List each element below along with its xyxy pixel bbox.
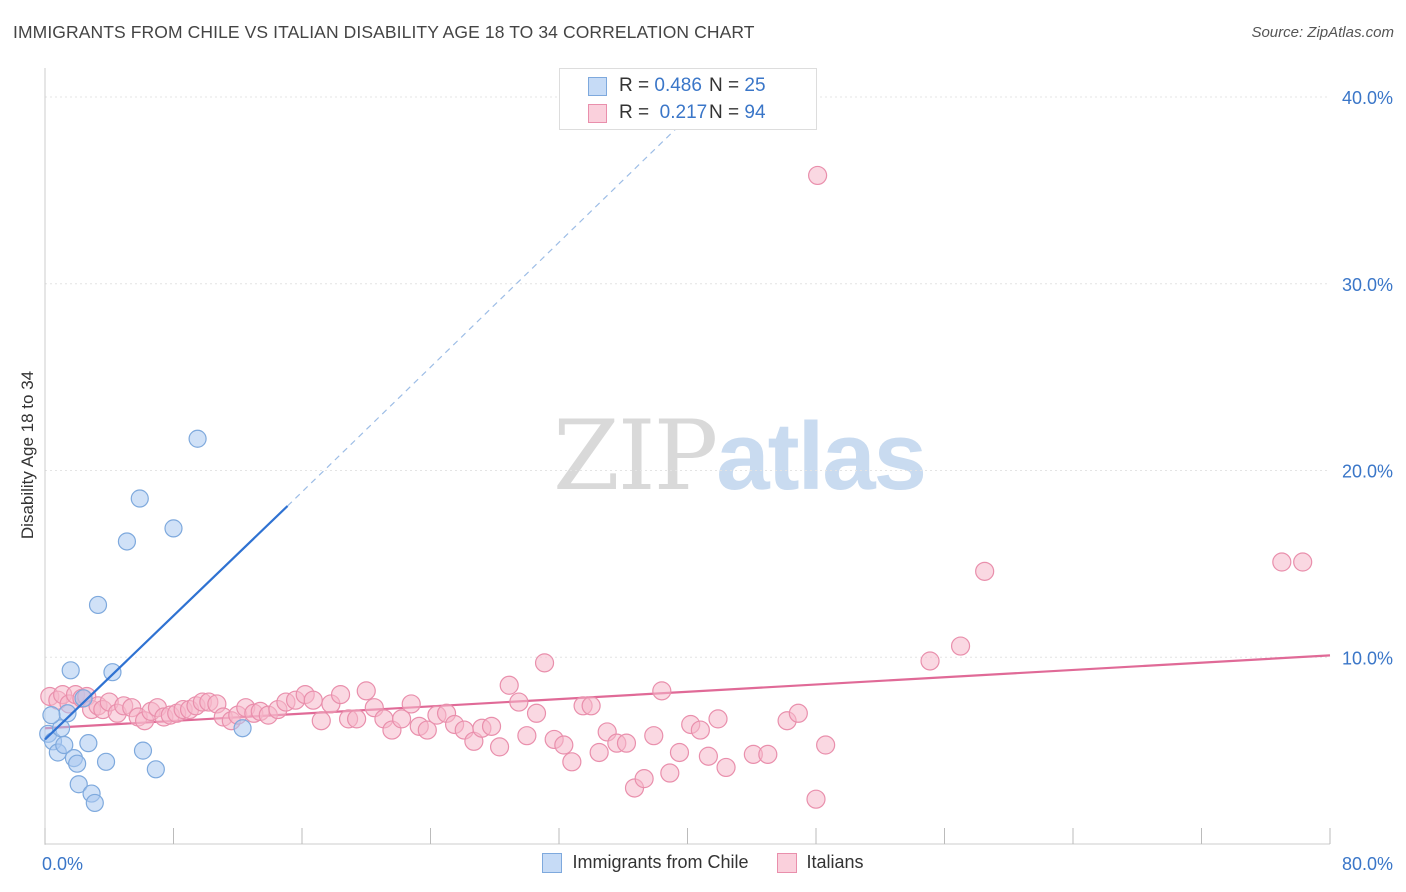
point-chile-20 — [146, 760, 165, 779]
point-italians-44 — [356, 681, 376, 701]
legend-item-italians[interactable]: Italians — [776, 852, 864, 873]
point-italians-89 — [806, 789, 826, 809]
point-chile-23 — [233, 719, 252, 738]
point-italians-88 — [788, 703, 808, 723]
y-tick-label-30: 30.0% — [1342, 275, 1393, 295]
point-italians-83 — [708, 709, 728, 729]
point-chile-17 — [117, 532, 137, 551]
point-chile-10 — [74, 689, 93, 708]
point-italians-49 — [401, 694, 421, 714]
point-italians-51 — [417, 720, 437, 740]
watermark-zip: ZIP — [553, 400, 718, 512]
point-italians-81 — [690, 720, 710, 740]
x-tick-label-max: 80.0% — [1342, 854, 1393, 874]
point-italians-64 — [534, 653, 555, 673]
point-italians-59 — [489, 737, 510, 757]
point-italians-69 — [581, 696, 601, 716]
legend-row-chile: R = 0.486 N = 25 — [560, 73, 766, 99]
legend-row-italians: R = 0.217 N = 94 — [560, 100, 766, 126]
point-italians-82 — [698, 746, 718, 766]
point-chile-19 — [133, 741, 153, 760]
point-chile-13 — [85, 793, 104, 813]
point-italians-58 — [481, 716, 502, 736]
point-italians-94 — [1272, 552, 1292, 572]
legend-bottom-swatch-italians — [776, 852, 797, 873]
y-tick-label-40: 40.0% — [1342, 88, 1393, 108]
point-chile-9 — [69, 775, 88, 794]
point-italians-38 — [303, 690, 323, 710]
y-tick-label-10: 10.0% — [1342, 648, 1393, 668]
point-italians-78 — [660, 763, 680, 783]
point-chile-22 — [188, 429, 207, 448]
legend-r-italians: R = 0.217 — [619, 102, 708, 123]
legend-r-chile: R = 0.486 — [619, 75, 702, 96]
point-italians-75 — [634, 769, 654, 789]
point-italians-61 — [509, 692, 529, 712]
point-chile-18 — [130, 489, 149, 508]
x-tick-label-min: 0.0% — [42, 854, 83, 874]
y-tick-label-20: 20.0% — [1342, 462, 1393, 482]
trend-line-chile-extension — [287, 107, 698, 507]
legend-swatch-chile — [588, 76, 607, 96]
legend-bottom-swatch-chile — [542, 852, 563, 873]
point-italians-43 — [347, 709, 367, 729]
legend-item-chile[interactable]: Immigrants from Chile — [542, 852, 749, 873]
point-italians-39 — [311, 711, 331, 731]
legend-n-chile: N = 25 — [709, 75, 766, 96]
point-italians-48 — [391, 709, 412, 729]
point-italians-77 — [652, 681, 672, 701]
point-italians-95 — [1293, 552, 1313, 572]
point-italians-79 — [669, 742, 690, 763]
legend-label-italians: Italians — [806, 852, 864, 872]
point-chile-24 — [42, 706, 61, 725]
source-label: Source: ZipAtlas.com — [1251, 24, 1394, 41]
point-italians-96 — [808, 165, 828, 186]
point-italians-60 — [499, 675, 519, 695]
point-italians-66 — [554, 735, 574, 755]
point-chile-11 — [79, 734, 98, 753]
legend-label-chile: Immigrants from Chile — [572, 852, 749, 872]
point-chile-6 — [61, 661, 80, 680]
point-italians-92 — [950, 636, 971, 656]
point-italians-67 — [562, 752, 582, 772]
trend-line-chile — [44, 505, 289, 741]
series-legend: Immigrants from Chile Italians — [0, 852, 1406, 873]
point-italians-84 — [716, 757, 736, 778]
point-chile-16 — [103, 663, 122, 682]
point-chile-14 — [88, 595, 108, 615]
legend-n-italians: N = 94 — [709, 102, 766, 123]
point-chile-8 — [68, 754, 87, 773]
chart-title: IMMIGRANTS FROM CHILE VS ITALIAN DISABIL… — [13, 22, 755, 42]
point-italians-41 — [330, 684, 351, 705]
point-chile-15 — [96, 752, 116, 771]
legend-swatch-italians — [588, 103, 607, 123]
point-italians-76 — [644, 726, 664, 746]
point-italians-70 — [589, 742, 609, 763]
point-italians-91 — [920, 651, 940, 671]
point-italians-62 — [517, 726, 537, 746]
point-italians-63 — [526, 703, 547, 723]
point-italians-90 — [816, 735, 836, 755]
correlation-legend: R = 0.486 N = 25 R = 0.217 N = 94 — [559, 68, 817, 130]
point-chile-4 — [55, 735, 74, 755]
point-chile-21 — [164, 519, 183, 538]
watermark: ZIPatlas — [553, 400, 927, 512]
watermark-atlas: atlas — [716, 403, 927, 510]
point-italians-86 — [758, 744, 778, 764]
point-italians-93 — [975, 561, 995, 581]
point-italians-73 — [616, 733, 637, 753]
